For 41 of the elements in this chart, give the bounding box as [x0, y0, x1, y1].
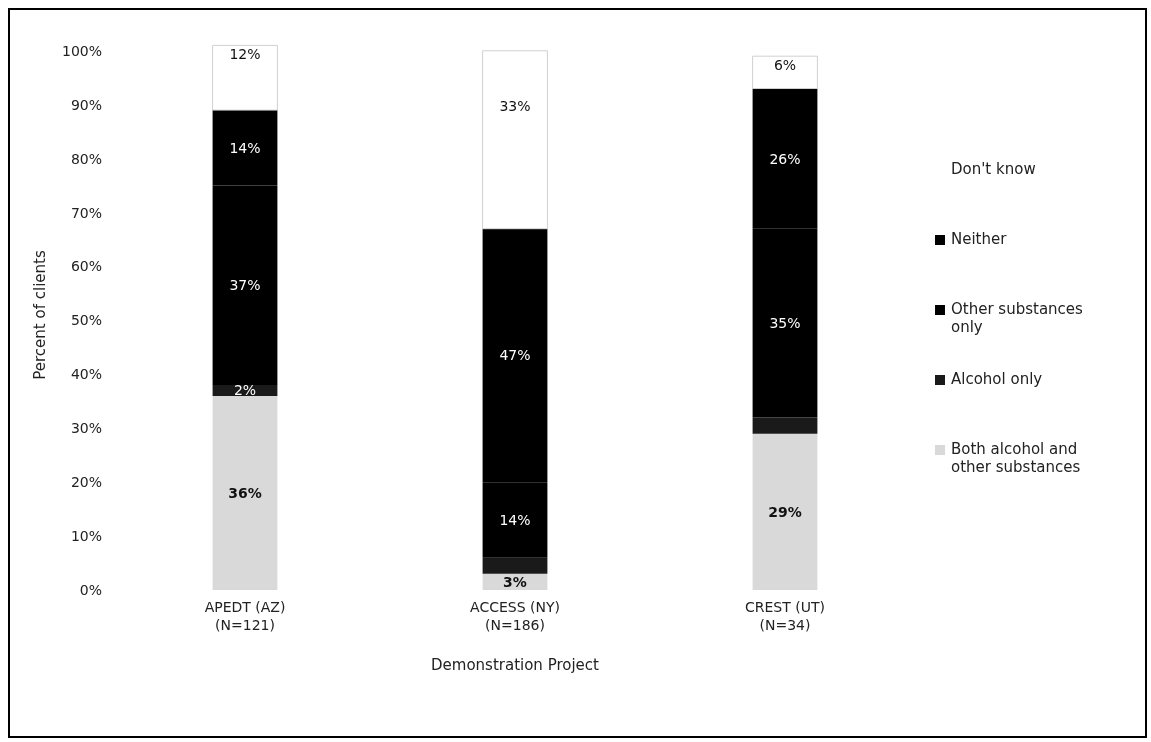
x-axis-title: Demonstration Project	[431, 656, 600, 674]
data-label: 12%	[229, 46, 261, 63]
y-tick-label: 20%	[70, 474, 102, 491]
y-tick-label: 10%	[70, 528, 102, 545]
data-label: 37%	[229, 277, 261, 294]
legend-label: Other substances only	[951, 300, 1084, 336]
bar	[482, 557, 548, 574]
data-label: 6%	[773, 57, 797, 74]
y-tick-label: 100%	[61, 42, 102, 59]
bar	[752, 417, 818, 434]
y-tick-label: 90%	[70, 96, 102, 113]
data-label: 47%	[499, 347, 531, 364]
data-label: 3%	[503, 573, 527, 590]
data-label: 14%	[229, 139, 261, 156]
legend-label: Alcohol only	[951, 370, 1043, 388]
data-label: 36%	[228, 484, 262, 501]
x-tick-label: APEDT (AZ) (N=121)	[204, 599, 286, 633]
legend-label: Both alcohol and other substances	[951, 440, 1082, 476]
y-tick-label: 0%	[79, 581, 102, 598]
bar	[212, 395, 278, 590]
y-tick-label: 60%	[70, 258, 102, 275]
x-tick-label: ACCESS (NY) (N=186)	[470, 599, 560, 633]
data-label: 14%	[499, 511, 531, 528]
bar	[212, 44, 278, 111]
bar	[752, 433, 818, 590]
data-label: 26%	[769, 150, 801, 167]
data-label: 29%	[768, 503, 802, 520]
x-tick-label: CREST (UT) (N=34)	[745, 599, 825, 633]
data-label: 33%	[499, 97, 531, 114]
y-tick-label: 30%	[70, 420, 102, 437]
y-axis-title: Percent of clients	[31, 250, 50, 380]
legend-label: Neither	[951, 230, 1007, 248]
data-label: 2%	[233, 382, 257, 399]
text: Don't know	[951, 160, 1036, 178]
y-tick-label: 40%	[70, 366, 102, 383]
bar	[752, 55, 818, 90]
bar	[482, 50, 548, 230]
y-tick-label: 70%	[70, 204, 102, 221]
data-label: 35%	[769, 315, 801, 332]
y-tick-label: 50%	[70, 312, 102, 329]
y-tick-label: 80%	[70, 150, 102, 167]
